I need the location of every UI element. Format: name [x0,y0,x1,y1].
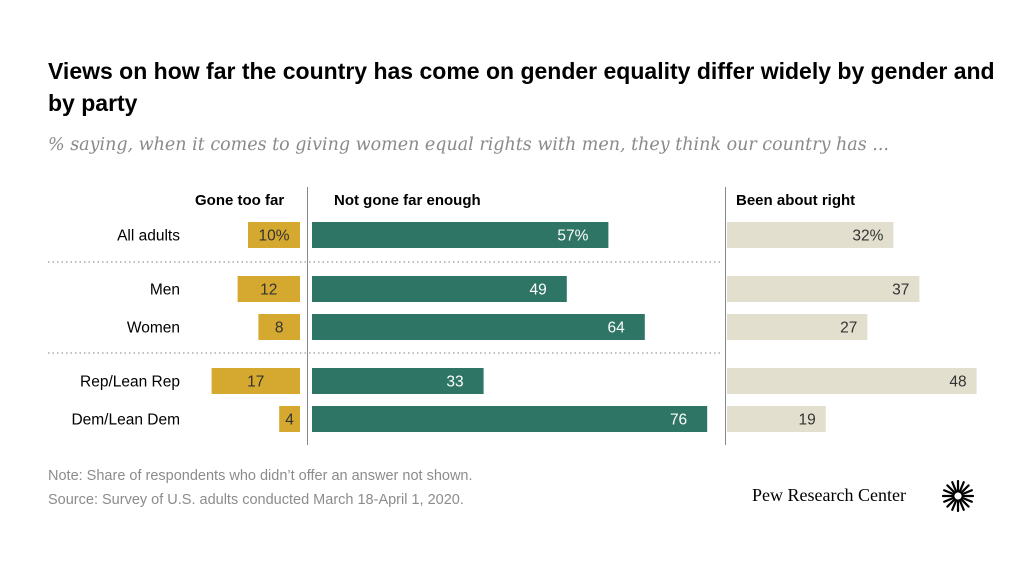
value-label-gone-too-far: 8 [275,320,284,337]
logo-ray [958,499,965,511]
bar-about-right [727,406,826,432]
category-label: Rep/Lean Rep [80,374,180,391]
chart-title: Views on how far the country has come on… [48,58,995,116]
bar-not-far-enough [312,222,609,248]
logo-ray [943,489,955,496]
bar-about-right [727,314,868,340]
category-label: Men [150,282,180,299]
bar-not-far-enough [312,314,645,340]
value-label-not-far-enough: 76 [670,412,687,429]
value-label-not-far-enough: 49 [530,282,547,299]
logo-ray [951,481,958,493]
category-label: All adults [117,228,180,245]
logo-ray [960,498,970,508]
value-label-about-right: 37 [892,282,909,299]
value-label-not-far-enough: 33 [446,374,463,391]
value-label-gone-too-far: 4 [285,412,294,429]
pew-starburst-icon [941,479,975,513]
brand-name: Pew Research Center [752,485,906,505]
bar-about-right [727,276,920,302]
value-label-not-far-enough: 64 [608,320,626,337]
column-header-not-far-enough: Not gone far enough [334,192,481,209]
bar-gone-too-far [279,406,300,432]
value-label-about-right: 27 [840,320,857,337]
value-label-about-right: 32% [852,228,883,245]
logo-ray [961,489,973,496]
logo-ray [960,484,970,494]
value-label-gone-too-far: 12 [260,282,277,299]
bar-gone-too-far [258,314,300,340]
bar-not-far-enough [312,276,567,302]
value-label-gone-too-far: 10% [258,228,289,245]
logo-ray [946,498,956,508]
logo-ray [943,496,955,503]
category-label: Women [127,320,180,337]
logo-ray [961,496,973,503]
value-label-gone-too-far: 17 [247,374,264,391]
column-header-gone-too-far: Gone too far [195,192,285,209]
logo-ray [958,481,965,493]
value-label-about-right: 19 [799,412,816,429]
column-header-about-right: Been about right [736,192,856,209]
chart-source: Source: Survey of U.S. adults conducted … [48,492,464,508]
value-label-about-right: 48 [949,374,966,391]
chart-note: Note: Share of respondents who didn’t of… [48,468,473,484]
bar-gone-too-far [237,276,300,302]
category-label: Dem/Lean Dem [71,412,180,429]
value-label-not-far-enough: 57% [557,228,588,245]
logo-ray [951,499,958,511]
bar-about-right [727,222,894,248]
bar-not-far-enough [312,368,484,394]
bar-gone-too-far [211,368,300,394]
bar-about-right [727,368,977,394]
logo-ray [946,484,956,494]
chart-subtitle: % saying, when it comes to giving women … [48,135,889,155]
bar-gone-too-far [248,222,300,248]
bar-not-far-enough [312,406,708,432]
